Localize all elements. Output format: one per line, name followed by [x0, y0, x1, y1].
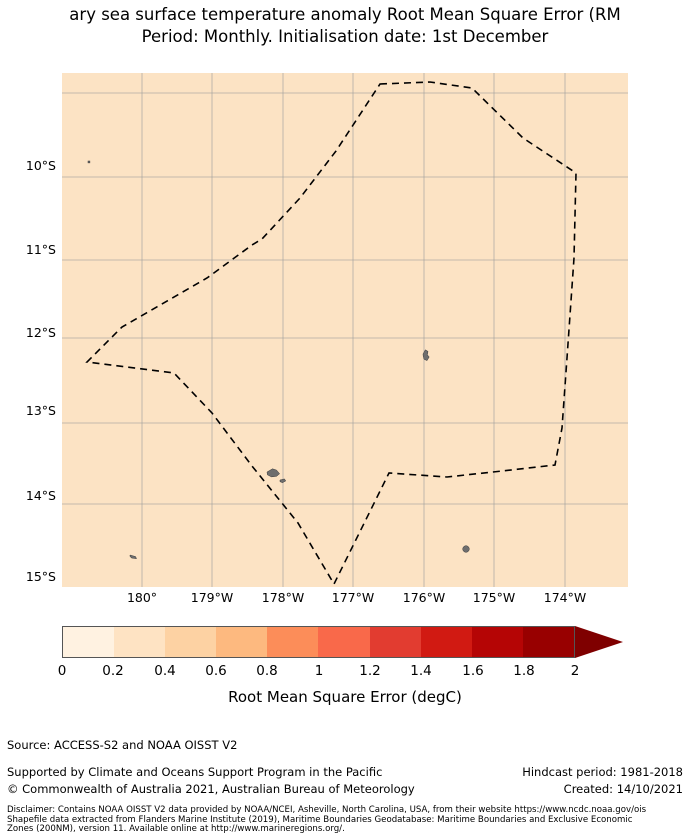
colorbar-tick-1-4: 1.4	[410, 663, 432, 679]
colorbar-swatch-8	[471, 627, 523, 657]
map-graphics	[62, 73, 628, 587]
xtick-label-180: 180°	[126, 590, 158, 605]
island-east	[422, 349, 430, 361]
colorbar-tick-1: 1	[314, 663, 324, 679]
map-gridlines-horizontal	[62, 92, 628, 505]
xtick-label-178W: 178°W	[261, 590, 305, 605]
island-central-main	[266, 468, 280, 478]
xtick-label-174W: 174°W	[543, 590, 587, 605]
colorbar-tick-0-6: 0.6	[205, 663, 227, 679]
disclaimer-line-3: Zones (200NM), version 11. Available onl…	[7, 824, 345, 835]
ytick-label-10S: 10°S	[25, 157, 56, 173]
colorbar: 0 0.2 0.4 0.6 0.8 1 1.2 1.4 1.6 1.8 2 Ro…	[0, 626, 690, 716]
footer-disclaimer: Disclaimer: Contains NOAA OISST V2 data …	[7, 805, 690, 835]
ytick-label-14S: 14°S	[25, 487, 56, 503]
colorbar-swatch-3	[216, 627, 268, 657]
footer-support: Supported by Climate and Oceans Support …	[7, 765, 383, 779]
ytick-label-11S: 11°S	[25, 241, 56, 257]
colorbar-tick-0: 0	[57, 663, 67, 679]
xtick-label-177W: 177°W	[331, 590, 375, 605]
colorbar-tick-0-2: 0.2	[102, 663, 124, 679]
island-southeast	[462, 545, 470, 553]
chart-title-line-1: ary sea surface temperature anomaly Root…	[69, 5, 621, 24]
footer-created-date: Created: 14/10/2021	[563, 782, 683, 796]
chart-title: ary sea surface temperature anomaly Root…	[0, 4, 690, 48]
disclaimer-line-2: Shapefile data extracted from Flanders M…	[7, 814, 633, 825]
colorbar-swatch-2	[165, 627, 217, 657]
map-gridlines-vertical	[141, 73, 566, 587]
colorbar-tick-0-4: 0.4	[154, 663, 176, 679]
xtick-label-175W: 175°W	[472, 590, 516, 605]
colorbar-tick-1-8: 1.8	[513, 663, 535, 679]
island-northwest-speck	[87, 160, 91, 164]
colorbar-extend-arrow	[575, 626, 623, 658]
colorbar-swatch-0	[63, 627, 115, 657]
colorbar-tick-2: 2	[570, 663, 580, 679]
island-central-small	[279, 478, 287, 483]
colorbar-axis-label: Root Mean Square Error (degC)	[228, 688, 462, 706]
map-figure	[62, 73, 628, 587]
colorbar-swatch-5	[318, 627, 370, 657]
colorbar-swatch-7	[420, 627, 472, 657]
map-plot-area	[62, 73, 628, 587]
colorbar-gradient	[62, 626, 575, 658]
footer-hindcast-period: Hindcast period: 1981-2018	[522, 765, 683, 779]
colorbar-tick-1-6: 1.6	[462, 663, 484, 679]
colorbar-swatch-1	[114, 627, 166, 657]
colorbar-tick-1-2: 1.2	[359, 663, 381, 679]
footer-source: Source: ACCESS-S2 and NOAA OISST V2	[7, 738, 238, 752]
colorbar-swatch-6	[369, 627, 421, 657]
eez-boundary-polygon	[85, 81, 577, 586]
ytick-label-13S: 13°S	[25, 402, 56, 418]
xtick-label-176W: 176°W	[402, 590, 446, 605]
island-southwest	[129, 554, 137, 560]
xtick-label-179W: 179°W	[190, 590, 234, 605]
footer-copyright: © Commonwealth of Australia 2021, Austra…	[7, 782, 415, 796]
colorbar-tick-0-8: 0.8	[256, 663, 278, 679]
ytick-label-12S: 12°S	[25, 324, 56, 340]
island-landmasses	[87, 160, 470, 560]
disclaimer-line-1: Disclaimer: Contains NOAA OISST V2 data …	[7, 805, 647, 815]
ytick-label-15S: 15°S	[25, 568, 56, 584]
chart-title-subtitle: Period: Monthly. Initialisation date: 1s…	[141, 27, 549, 46]
colorbar-swatch-9	[522, 627, 574, 657]
colorbar-swatch-4	[267, 627, 319, 657]
